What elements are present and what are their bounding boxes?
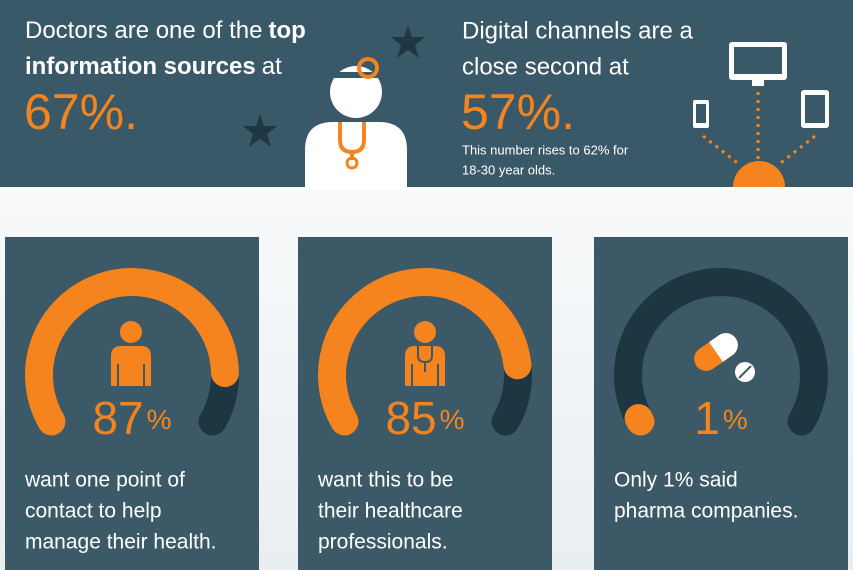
- person-icon: [111, 321, 151, 386]
- doctor-icon: [305, 57, 407, 187]
- card-text: pharma companies.: [614, 500, 798, 523]
- banner-right-text: close second at: [462, 53, 629, 80]
- note: This number rises to 62% for: [462, 142, 629, 157]
- note: 18-30 year olds.: [462, 162, 555, 177]
- gauge-track: [614, 268, 828, 436]
- bold-text: information sources: [25, 53, 256, 80]
- card-text: professionals.: [318, 531, 448, 554]
- percent-label: 87%: [92, 392, 171, 444]
- card-text: manage their health.: [25, 531, 216, 554]
- card-text: Only 1% said: [614, 469, 738, 492]
- percent-unit: %: [440, 404, 465, 435]
- banner-left-text: Doctors are one of the top: [25, 17, 306, 44]
- gauge-value: [318, 268, 532, 436]
- card-text: their healthcare: [318, 500, 463, 523]
- percent-label: 85%: [385, 392, 464, 444]
- gauge-value: [624, 404, 655, 436]
- figure: 57%.: [461, 84, 575, 140]
- banner-left-text: information sources at: [25, 53, 282, 80]
- text: Doctors are one of the: [25, 17, 262, 44]
- banner-right-text: Digital channels are a: [462, 17, 693, 44]
- star: [391, 25, 425, 58]
- percent-value: 1: [694, 392, 720, 444]
- percent-value: 85: [385, 392, 436, 444]
- pill-icon: [694, 333, 755, 382]
- doctor-person-icon: [405, 321, 445, 386]
- percent-unit: %: [723, 404, 748, 435]
- card-text: contact to help: [25, 500, 162, 523]
- banner: [0, 0, 853, 187]
- text: at: [262, 53, 282, 80]
- percent-unit: %: [147, 404, 172, 435]
- percent-value: 87: [92, 392, 143, 444]
- divider: [0, 187, 853, 190]
- gauge-value: [25, 268, 239, 436]
- devices-icon: [693, 42, 829, 187]
- bold-text: top: [268, 17, 305, 44]
- figure: 67%.: [24, 84, 138, 140]
- percent-label: 1%: [694, 392, 748, 444]
- cards: 87 % want one point of contact to help manag…: [5, 237, 848, 570]
- card-text: want this to be: [317, 469, 453, 492]
- star: [243, 114, 277, 147]
- card-text: want one point of: [24, 469, 185, 492]
